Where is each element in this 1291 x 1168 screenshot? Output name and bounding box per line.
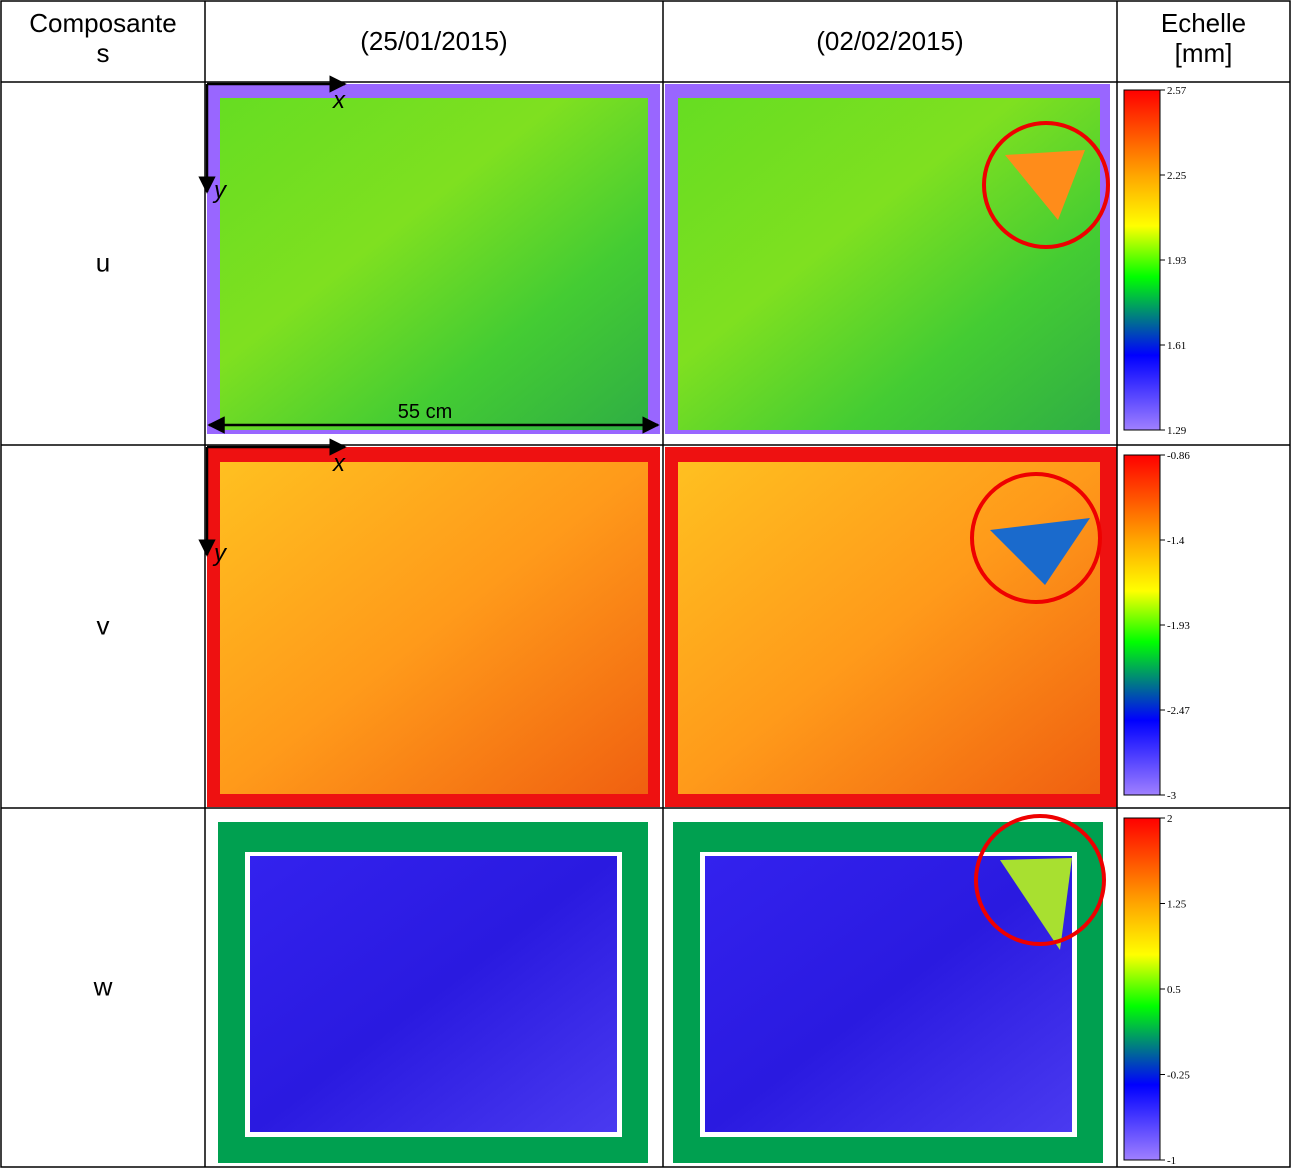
colorbar-label: -1.93 <box>1167 620 1190 632</box>
colorbar-label: 2 <box>1167 813 1173 825</box>
dimension-label: 55 cm <box>398 401 452 423</box>
colorbar <box>1123 454 1161 796</box>
colorbar-label: 1.29 <box>1167 425 1187 437</box>
axis-label: x <box>332 450 346 477</box>
field-image <box>678 98 1100 430</box>
column-header: (02/02/2015) <box>816 26 963 56</box>
anomaly <box>990 518 1090 585</box>
colorbar-label: -1 <box>1167 1155 1176 1167</box>
row-label: w <box>93 972 113 1002</box>
highlight-circle <box>974 814 1106 946</box>
highlight-circle <box>982 121 1110 249</box>
anomaly <box>1000 858 1072 950</box>
colorbar-label: -3 <box>1167 790 1177 802</box>
colorbar-label: 1.93 <box>1167 255 1187 267</box>
colorbar-label: -2.47 <box>1167 705 1190 717</box>
column-header: (25/01/2015) <box>360 26 507 56</box>
colorbar-label: 1.25 <box>1167 899 1187 911</box>
column-header: Echelle [mm] <box>1161 8 1246 68</box>
axis-label: x <box>332 87 346 114</box>
images <box>207 84 1117 1163</box>
field-image <box>250 856 617 1132</box>
field-image <box>678 462 1100 794</box>
colorbar-label: -0.25 <box>1167 1070 1190 1082</box>
colorbar <box>1123 89 1161 431</box>
colorbar <box>1123 817 1161 1161</box>
colorbar-label: 0.5 <box>1167 984 1181 996</box>
field-image <box>220 98 648 430</box>
colorbar-label: 1.61 <box>1167 340 1186 352</box>
colorbar-label: -1.4 <box>1167 535 1185 547</box>
field-image <box>220 462 648 794</box>
highlight-circle <box>970 472 1102 604</box>
row-label: u <box>96 248 110 278</box>
anomaly <box>1005 150 1085 220</box>
axis-label: y <box>212 540 228 567</box>
axis-label: y <box>212 177 228 204</box>
row-label: v <box>97 611 110 641</box>
colorbar-label: 2.25 <box>1167 170 1187 182</box>
field-image <box>705 856 1072 1132</box>
colorbar-label: 2.57 <box>1167 85 1187 97</box>
colorbar-label: -0.86 <box>1167 450 1190 462</box>
column-header: Composante s <box>29 8 176 68</box>
